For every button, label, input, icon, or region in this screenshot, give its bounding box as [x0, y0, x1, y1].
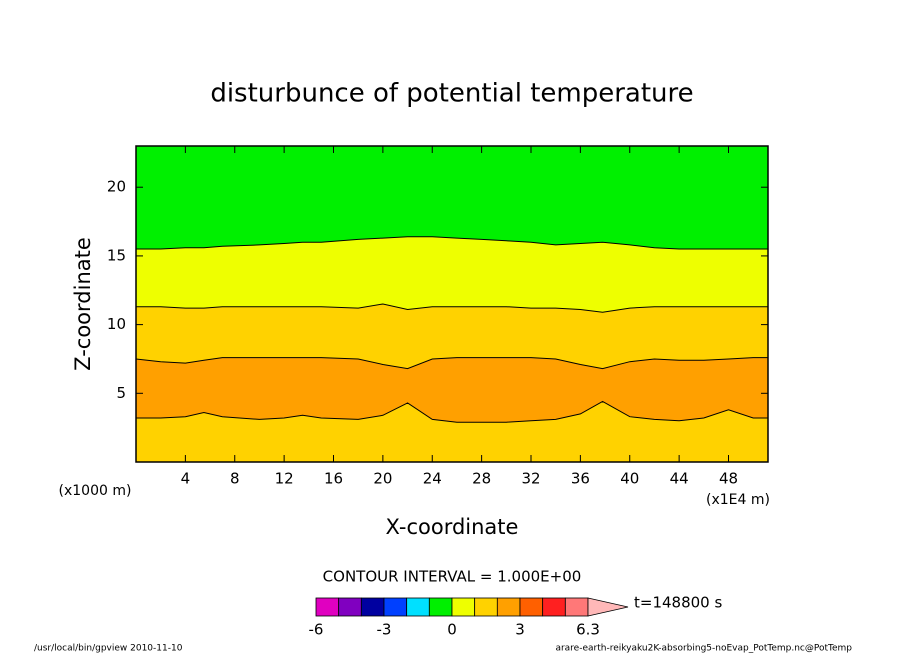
x-tick-label: 48 — [719, 470, 738, 488]
y-tick-label: 10 — [107, 315, 126, 333]
colorbar-tick-label: 0 — [447, 621, 457, 639]
x-tick-label: 28 — [472, 470, 491, 488]
x-tick-label: 12 — [275, 470, 294, 488]
colorbar-box — [564, 597, 589, 617]
colorbar-box — [428, 597, 453, 617]
time-label: t=148800 s — [634, 594, 722, 612]
colorbar-box — [496, 597, 521, 617]
colorbar-box — [338, 597, 362, 617]
x-tick-label: 24 — [423, 470, 442, 488]
x-tick-label: 20 — [373, 470, 392, 488]
colorbar-box — [406, 597, 430, 617]
colorbar-box — [383, 597, 408, 617]
y-axis-label: Z-coordinate — [71, 237, 95, 371]
colorbar-box — [451, 597, 476, 617]
x-tick-label: 8 — [230, 470, 240, 488]
contour-line — [136, 400, 768, 423]
colorbar-extend — [587, 597, 629, 617]
contour-line — [135, 357, 768, 370]
y-tick-label: 5 — [116, 384, 126, 402]
colorbar-tick-label: -3 — [377, 621, 392, 639]
footer-right: arare-earth-reikyaku2K-absorbing5-noEvap… — [555, 644, 852, 654]
chart-title: disturbunce of potential temperature — [210, 79, 693, 109]
contour-interval: CONTOUR INTERVAL = 1.000E+00 — [323, 568, 582, 586]
colorbar-tick-label: -6 — [309, 621, 324, 639]
contour-fill — [136, 146, 768, 249]
colorbar-box — [474, 597, 498, 617]
colorbar-tick-label: 3 — [515, 621, 525, 639]
contour-line — [136, 236, 768, 250]
y-unit: (x1000 m) — [59, 483, 132, 499]
colorbar-box — [542, 597, 566, 617]
colorbar-box — [360, 597, 385, 617]
x-tick-label: 32 — [521, 470, 540, 488]
colorbar-tick-label: 6.3 — [576, 621, 600, 639]
x-tick-label: 40 — [620, 470, 639, 488]
y-tick-label: 15 — [107, 246, 126, 264]
x-unit: (x1E4 m) — [706, 492, 770, 508]
y-tick-label: 20 — [107, 178, 126, 196]
contour-line — [136, 303, 768, 313]
colorbar-box — [315, 597, 340, 617]
x-axis-label: X-coordinate — [386, 515, 519, 539]
x-tick-label: 4 — [181, 470, 191, 488]
footer-left: /usr/local/bin/gpview 2010-11-10 — [34, 644, 183, 654]
x-tick-label: 16 — [324, 470, 343, 488]
plot-frame — [135, 145, 769, 463]
x-tick-label: 36 — [571, 470, 590, 488]
x-tick-label: 44 — [670, 470, 689, 488]
colorbar-box — [519, 597, 544, 617]
